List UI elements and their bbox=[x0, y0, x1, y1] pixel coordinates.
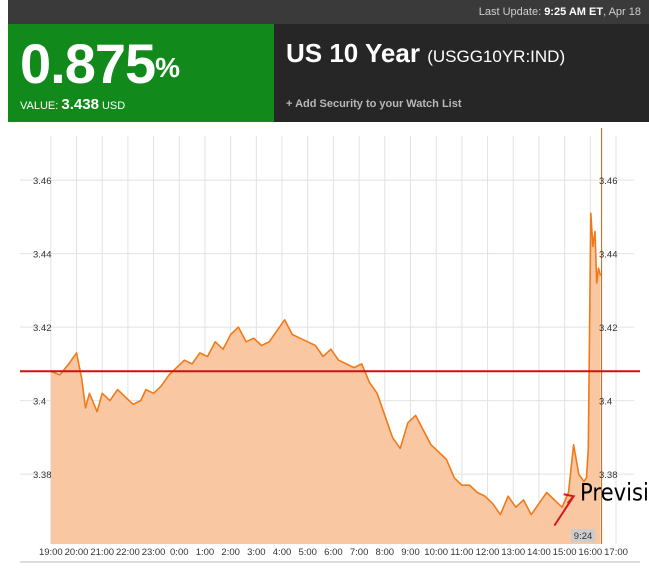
series-line bbox=[50, 212, 602, 516]
x-tick-label: 10:00 bbox=[424, 547, 448, 558]
top-bar: Last Update: 9:25 AM ET, Apr 18 bbox=[8, 0, 649, 24]
add-watchlist-link[interactable]: + Add Security to your Watch List bbox=[286, 98, 462, 110]
y-tick-label-right: 3.46 bbox=[599, 176, 618, 187]
x-tick-label: 22:00 bbox=[116, 547, 140, 558]
cursor-label-box bbox=[571, 529, 596, 542]
y-tick-label-right: 3.44 bbox=[599, 250, 618, 261]
x-tick-label: 6:00 bbox=[324, 547, 343, 558]
x-tick-label: 12:00 bbox=[476, 547, 500, 558]
x-tick-label: 16:00 bbox=[578, 547, 602, 558]
y-tick-label-left: 3.38 bbox=[33, 470, 52, 481]
y-tick-label-right: 3.4 bbox=[599, 397, 612, 408]
cursor-time-label: 9:24 bbox=[574, 531, 593, 542]
x-tick-label: 5:00 bbox=[298, 547, 317, 558]
y-tick-label-left: 3.42 bbox=[33, 323, 52, 334]
x-tick-label: 3:00 bbox=[247, 547, 266, 558]
y-tick-label-left: 3.4 bbox=[33, 397, 46, 408]
yield-value: 0.875 bbox=[20, 32, 156, 95]
last-update-time: 9:25 AM ET bbox=[544, 6, 604, 18]
yield-unit: % bbox=[155, 52, 180, 83]
x-tick-label: 21:00 bbox=[90, 547, 114, 558]
y-tick-label-left: 3.44 bbox=[33, 250, 52, 261]
x-tick-label: 7:00 bbox=[350, 547, 369, 558]
x-tick-label: 23:00 bbox=[142, 547, 166, 558]
price-value: 3.438 bbox=[61, 96, 99, 113]
last-update: Last Update: 9:25 AM ET, Apr 18 bbox=[479, 6, 641, 18]
x-tick-label: 8:00 bbox=[376, 547, 395, 558]
y-tick-label-right: 3.38 bbox=[599, 470, 618, 481]
price-chart: 3.38 3.38 3.4 3.4 3.42 3.42 3.44 3.44 3.46 3.46 19… bbox=[0, 122, 649, 570]
security-title: US 10 Year (USGG10YR:IND) bbox=[286, 38, 565, 69]
series-area bbox=[50, 213, 601, 544]
ticker: (USGG10YR:IND) bbox=[427, 47, 566, 66]
y-tick-label-left: 3.46 bbox=[33, 176, 52, 187]
annotation-arrow-head bbox=[563, 493, 576, 504]
last-update-label: Last Update: bbox=[478, 6, 542, 18]
security-name: US 10 Year bbox=[286, 38, 420, 68]
x-tick-label: 4:00 bbox=[273, 547, 292, 558]
x-tick-label: 1:00 bbox=[196, 547, 215, 558]
x-tick-label: 9:00 bbox=[401, 547, 420, 558]
last-update-date: , Apr 18 bbox=[603, 6, 641, 18]
x-tick-label: 11:00 bbox=[450, 547, 473, 558]
x-tick-label: 19:00 bbox=[39, 547, 63, 558]
x-tick-label: 20:00 bbox=[65, 547, 89, 558]
x-tick-label: 0:00 bbox=[170, 547, 189, 558]
y-tick-label-right: 3.42 bbox=[599, 323, 618, 334]
x-tick-label: 15:00 bbox=[553, 547, 577, 558]
value-label: VALUE: bbox=[20, 100, 59, 112]
annotation-text: Previsión a negativa bbox=[580, 479, 649, 507]
yield-panel: 0.875% VALUE: 3.438 USD bbox=[8, 24, 274, 122]
price-line: VALUE: 3.438 USD bbox=[20, 96, 125, 113]
yield-display: 0.875% bbox=[20, 32, 180, 95]
security-panel: US 10 Year (USGG10YR:IND) + Add Security… bbox=[274, 24, 649, 122]
x-tick-label: 13:00 bbox=[501, 547, 525, 558]
chart-svg: 3.38 3.38 3.4 3.4 3.42 3.42 3.44 3.44 3.46 3.46 19… bbox=[20, 128, 649, 563]
currency: USD bbox=[101, 100, 126, 112]
x-tick-label: 2:00 bbox=[221, 547, 240, 558]
x-tick-label: 14:00 bbox=[527, 547, 551, 558]
x-tick-label: 17:00 bbox=[604, 547, 628, 558]
